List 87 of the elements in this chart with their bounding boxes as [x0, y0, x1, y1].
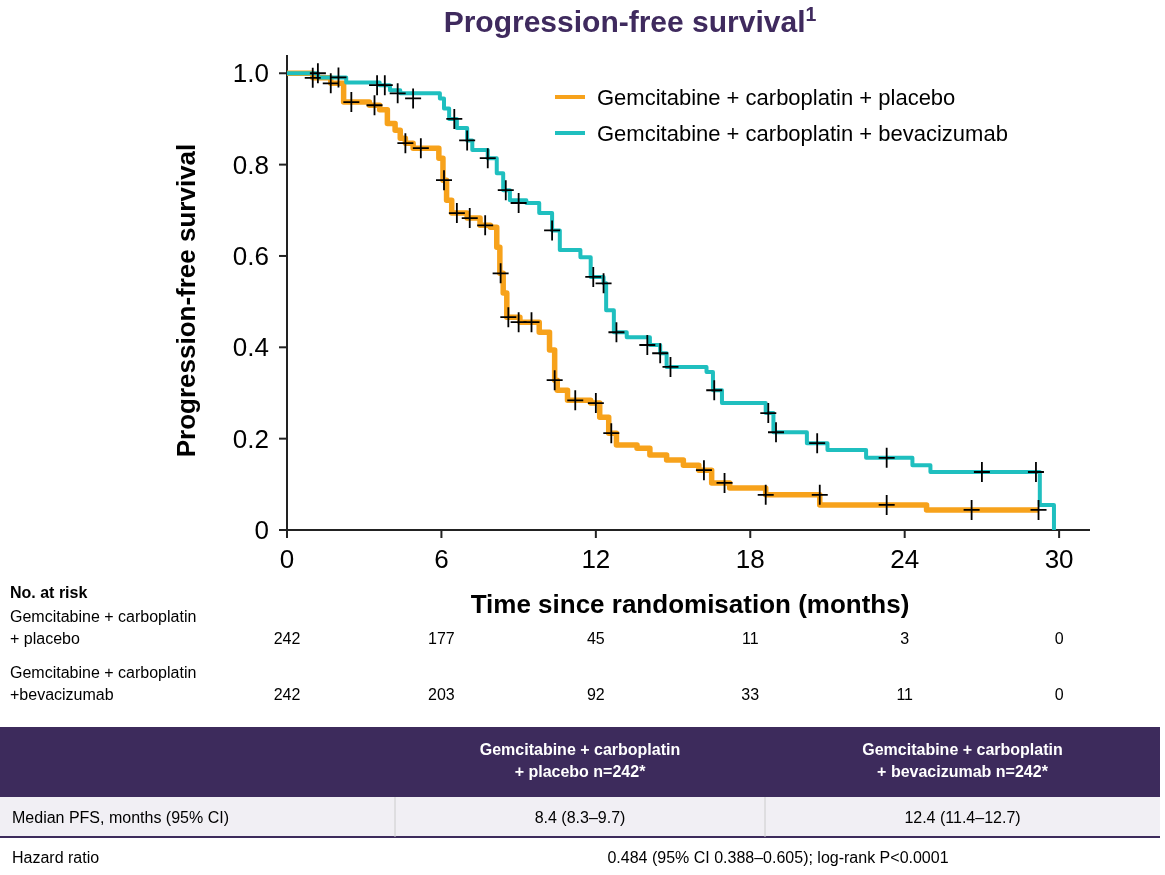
point — [499, 306, 518, 329]
text: Gemcitabine + carboplatin + placebo — [10, 608, 197, 647]
point — [404, 87, 423, 110]
point — [808, 432, 827, 455]
text: 0 — [1054, 630, 1064, 647]
text: 8.4 (8.3–9.7) — [534, 809, 626, 826]
text: Gemcitabine + carboplatin + bevacizumab n=242* — [862, 741, 1063, 780]
text: 12.4 (11.4–12.7) — [904, 809, 1021, 826]
point — [411, 137, 430, 160]
text: 45 — [586, 630, 605, 647]
text: No. at risk — [10, 584, 88, 601]
point — [435, 169, 453, 192]
point — [586, 392, 605, 414]
chart-title: Progression-free survival$^{1}$ — [443, 3, 817, 38]
text: 242 — [273, 630, 301, 647]
point — [321, 72, 340, 95]
text: 11 — [896, 686, 914, 703]
x-tick-label: 6 — [434, 544, 449, 574]
point — [973, 461, 991, 483]
point — [458, 129, 477, 152]
point — [756, 483, 775, 506]
text: Hazard ratio — [12, 849, 100, 866]
x-tick-label: 30 — [1044, 544, 1074, 574]
point — [478, 147, 497, 170]
point — [566, 389, 585, 412]
text: 33 — [741, 686, 760, 703]
point — [877, 493, 896, 516]
text: 92 — [586, 686, 605, 703]
x-tick-label: 18 — [735, 544, 765, 574]
point — [303, 66, 322, 89]
point — [651, 342, 670, 365]
point — [375, 74, 394, 97]
point — [543, 219, 561, 242]
point — [342, 91, 361, 113]
point — [308, 62, 327, 85]
point — [602, 422, 621, 445]
point — [607, 321, 626, 344]
point — [445, 108, 464, 130]
text: 203 — [428, 686, 455, 703]
text: 11 — [741, 630, 759, 647]
text: 242 — [273, 686, 301, 703]
x-tick-label: 24 — [890, 544, 920, 574]
y-tick-label: 0 — [254, 515, 269, 546]
y-tick-label: 0.2 — [232, 423, 269, 454]
point — [476, 214, 495, 237]
point — [877, 446, 896, 469]
text: 0 — [1054, 686, 1064, 703]
point — [759, 402, 778, 424]
point — [810, 483, 829, 506]
text: Gemcitabine + carboplatin + placebo n=242* — [479, 741, 681, 780]
point — [545, 369, 564, 392]
point — [329, 66, 348, 89]
legend-label: Gemcitabine + carboplatin + bevacizumab — [597, 120, 1008, 146]
point — [1029, 499, 1048, 521]
point — [496, 179, 515, 202]
legend-label: Gemcitabine + carboplatin + placebo — [597, 84, 956, 110]
point — [509, 192, 528, 214]
point — [638, 334, 657, 356]
point — [705, 379, 724, 402]
x-tick-label: 0 — [279, 544, 295, 574]
point — [447, 202, 466, 224]
point — [365, 94, 384, 117]
text: Gemcitabine + carboplatin +bevacizumab — [10, 664, 197, 703]
point — [962, 499, 981, 521]
text: 177 — [428, 630, 455, 647]
point — [522, 311, 541, 334]
point — [491, 262, 510, 285]
text: Median PFS, months (95% CI) — [12, 809, 229, 826]
point — [661, 356, 680, 378]
point — [767, 421, 785, 444]
point — [460, 207, 479, 229]
y-tick-label: 0.8 — [232, 149, 269, 180]
y-axis-title: Progression-free survival — [171, 143, 201, 458]
x-tick-label: 12 — [581, 544, 611, 574]
point — [594, 272, 613, 295]
y-tick-label: 0.6 — [232, 241, 269, 272]
y-tick-label: 1.0 — [232, 58, 269, 89]
y-tick-label: 0.4 — [232, 332, 269, 363]
x-axis-title: Time since randomisation (months) — [470, 589, 910, 619]
point — [715, 472, 734, 494]
text: 3 — [900, 630, 910, 647]
point — [584, 266, 603, 288]
point — [388, 82, 407, 105]
text: 0.484 (95% CI 0.388–0.605); log-rank P<0.0001 — [607, 849, 949, 866]
point — [1027, 461, 1045, 483]
point — [396, 132, 415, 155]
point — [695, 459, 713, 482]
